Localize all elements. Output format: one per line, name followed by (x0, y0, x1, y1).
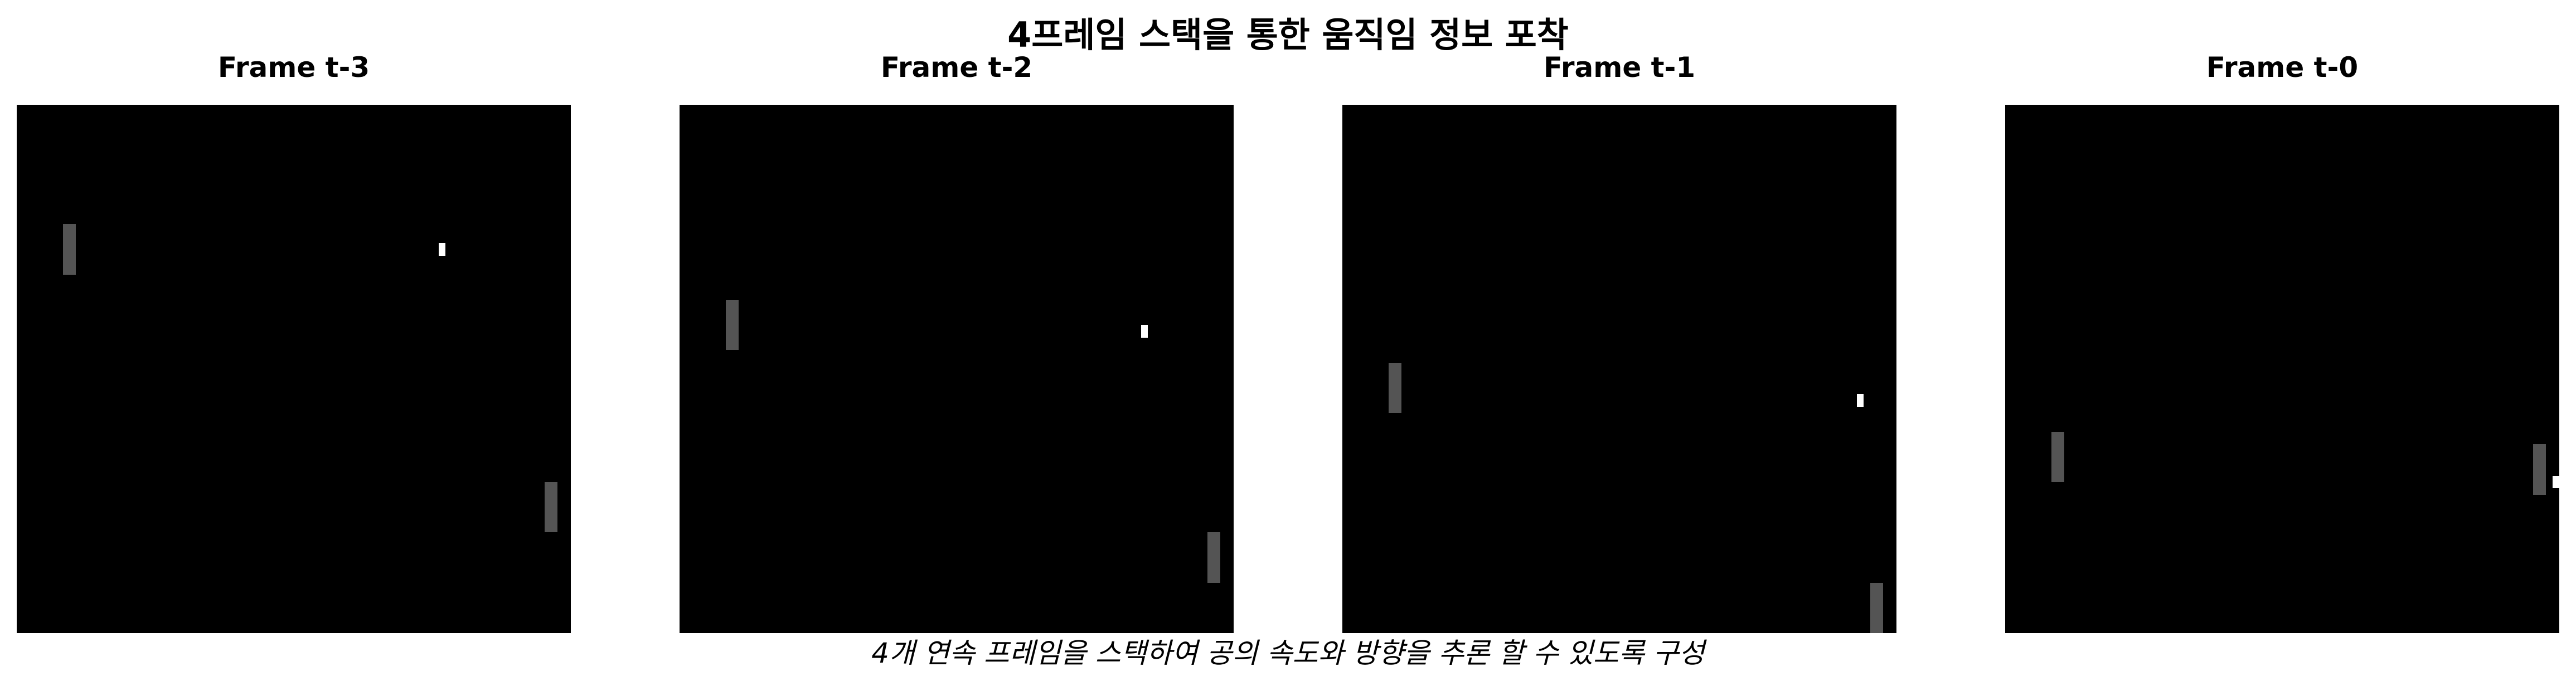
ball (2553, 475, 2559, 489)
right-paddle (1870, 582, 1884, 633)
ball (1857, 394, 1864, 407)
ball (1141, 325, 1148, 338)
right-paddle (1207, 532, 1221, 583)
frame-panel-t0 (2005, 105, 2559, 633)
ball (439, 243, 446, 256)
frame-title-t3: Frame t-3 (217, 51, 370, 84)
left-paddle (725, 299, 739, 351)
frame-title-t1: Frame t-1 (1543, 51, 1696, 84)
figure-caption: 4개 연속 프레임을 스택하여 공의 속도와 방향을 추론 할 수 있도록 구성 (871, 637, 1705, 669)
figure-title: 4프레임 스택을 통한 움직임 정보 포착 (1007, 14, 1569, 55)
right-paddle (2533, 444, 2546, 495)
frame-panel-t2 (680, 105, 1234, 633)
frame-panel-t1 (1342, 105, 1896, 633)
left-paddle (1388, 362, 1402, 413)
frame-panel-t3 (17, 105, 571, 633)
frame-title-t0: Frame t-0 (2206, 51, 2359, 84)
right-paddle (544, 482, 558, 533)
left-paddle (2051, 431, 2065, 483)
left-paddle (62, 224, 76, 275)
frame-title-t2: Frame t-2 (880, 51, 1033, 84)
